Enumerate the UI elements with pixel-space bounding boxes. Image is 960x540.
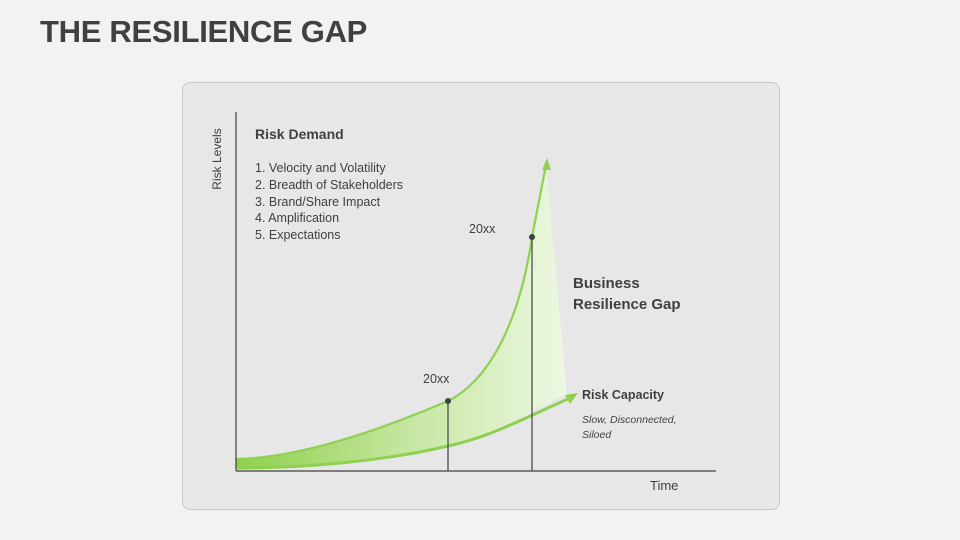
risk-capacity-desc-line2: Siloed <box>582 429 612 441</box>
risk-demand-arrowhead <box>542 158 551 170</box>
gap-label-line2: Resilience Gap <box>573 296 681 313</box>
risk-demand-item: 2. Breadth of Stakeholders <box>255 177 404 192</box>
marker-dot-upper <box>529 234 535 240</box>
risk-capacity-desc-line1: Slow, Disconnected, <box>582 414 677 426</box>
gap-area <box>236 165 567 468</box>
risk-capacity-arrowhead <box>565 393 578 404</box>
risk-demand-item: 4. Amplification <box>255 211 340 226</box>
risk-capacity-curve <box>235 397 569 470</box>
y-axis-label: Risk Levels <box>210 128 224 190</box>
page-title: THE RESILIENCE GAP <box>40 14 368 49</box>
risk-demand-item: 3. Brand/Share Impact <box>255 194 381 209</box>
risk-demand-item: 5. Expectations <box>255 228 341 243</box>
diagram-panel <box>182 82 780 510</box>
risk-demand-item: 1. Velocity and Volatility <box>255 161 386 175</box>
x-axis-label: Time <box>650 478 679 493</box>
risk-demand-list: 1. Velocity and Volatility 2. Breadth of… <box>255 160 403 244</box>
gap-label-line1: Business <box>573 275 640 292</box>
risk-capacity-description: Slow, Disconnected, Siloed <box>582 413 677 443</box>
marker-label-upper: 20xx <box>469 222 496 236</box>
risk-demand-title: Risk Demand <box>255 126 344 142</box>
risk-capacity-title: Risk Capacity <box>582 388 664 402</box>
resilience-gap-label: Business Resilience Gap <box>573 273 681 315</box>
marker-dot-lower <box>445 398 451 404</box>
marker-label-lower: 20xx <box>423 372 450 386</box>
